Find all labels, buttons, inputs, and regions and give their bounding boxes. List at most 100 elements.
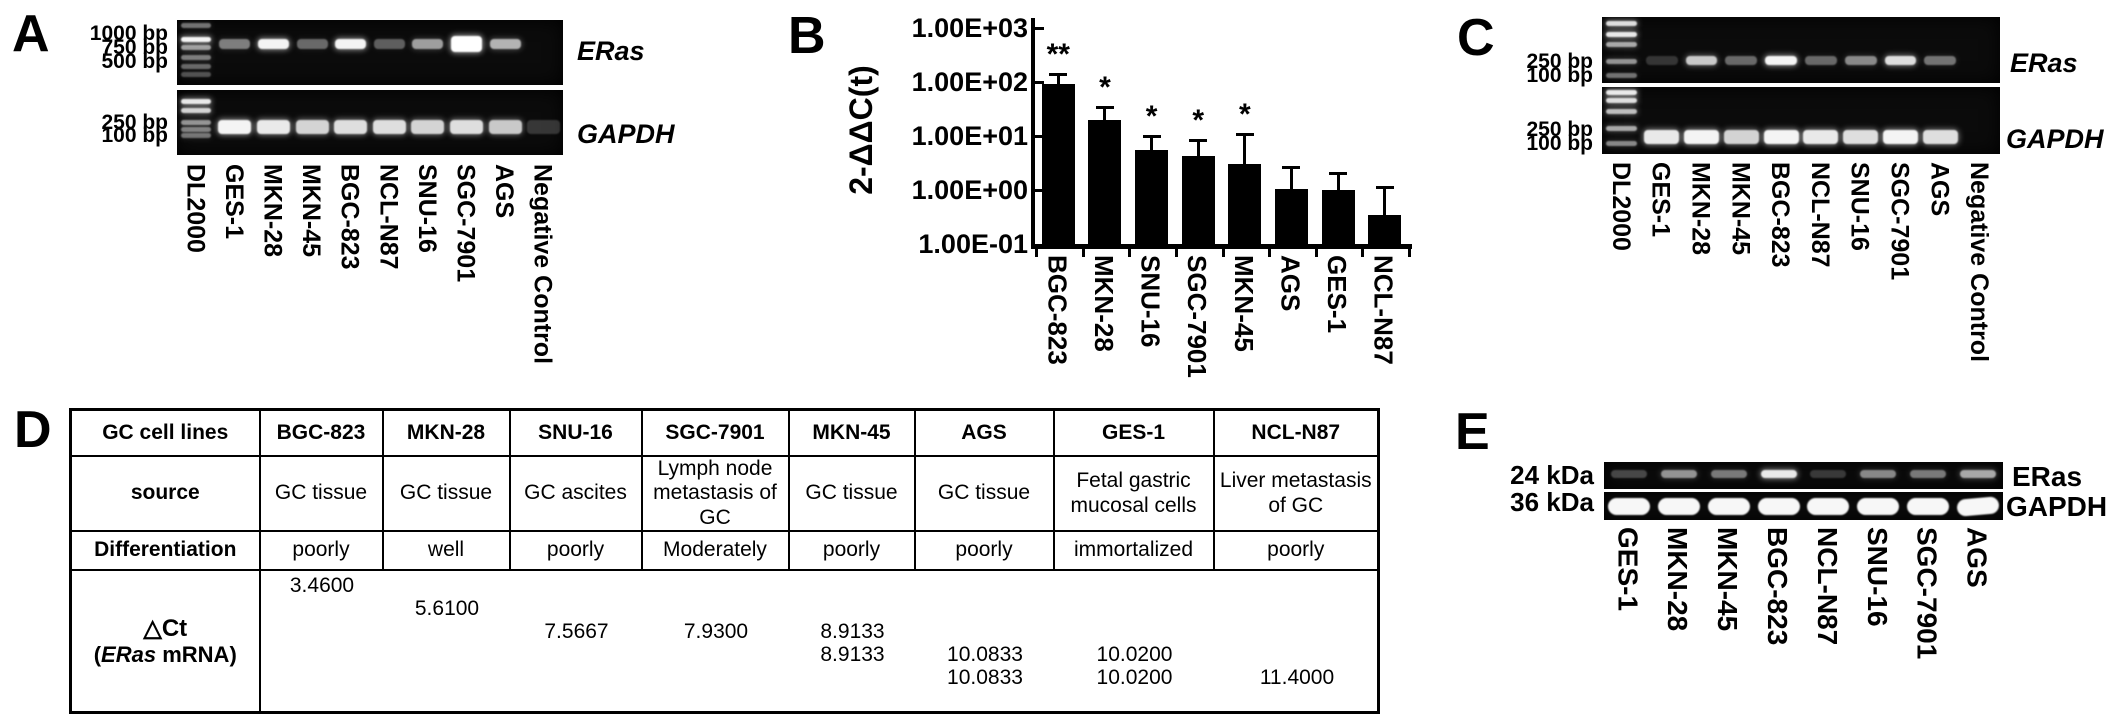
panel-d-letter: D: [14, 401, 52, 459]
lane-label: MKN-45: [1726, 162, 1755, 256]
error-bar: [1383, 186, 1387, 215]
dct-value: 10.0200: [1096, 666, 1173, 689]
gel-band: [258, 39, 289, 50]
y-tick: [1035, 81, 1044, 84]
lane-label: AGS: [490, 164, 519, 219]
lane-label: MKN-28: [1662, 527, 1694, 632]
significance-star: *: [1192, 103, 1205, 137]
dct-gene-name: ERas: [101, 642, 157, 668]
lane-label: Negative Control: [528, 164, 557, 365]
gel-band: [1922, 129, 1958, 144]
x-tick: [1268, 249, 1272, 257]
x-tick: [1221, 249, 1225, 257]
panel-b-letter: B: [788, 7, 826, 65]
x-category-label: SNU-16: [1135, 255, 1166, 348]
gel-band: [1803, 129, 1839, 144]
table-header-cell: NCL-N87: [1212, 408, 1380, 457]
panel-a-letter: A: [12, 5, 50, 63]
y-tick-label: 1.00E+00: [911, 175, 1028, 205]
panel-c-gapdh-gel-image: [1602, 87, 2000, 154]
panel-e-letter: E: [1455, 403, 1490, 461]
dct-values-area: 3.4600 5.6100 7.5667 7.9300 8.9133 8.9133 10.0…: [258, 569, 1380, 714]
y-tick-label: 1.00E+02: [911, 67, 1028, 97]
lane-label: AGS: [1961, 527, 1993, 588]
dct-value: 8.9133: [820, 643, 885, 666]
lane-label: BGC-823: [1761, 527, 1793, 646]
blot-band: [1907, 497, 1950, 515]
ladder-band: [1606, 141, 1638, 147]
error-bar-cap: [1235, 132, 1254, 136]
panel-c-eras-gene-label: ERas: [2010, 48, 2078, 78]
table-cell-source: GC tissue: [258, 455, 384, 532]
error-bar: [1196, 139, 1200, 156]
lane-label: Negative Control: [1965, 162, 1994, 363]
table-cell-differentiation: poorly: [1212, 530, 1380, 571]
gel-band: [295, 120, 329, 135]
marker-size-label: 100 bp: [101, 124, 168, 148]
table-cell-differentiation: immortalized: [1052, 530, 1215, 571]
error-bar: [1056, 74, 1060, 85]
gel-band: [1760, 470, 1797, 479]
ladder-band: [181, 44, 212, 50]
lane-label: SGC-7901: [451, 164, 480, 283]
error-bar-cap: [1375, 185, 1394, 189]
table-cell-source: GC tissue: [787, 455, 916, 532]
gel-band: [256, 120, 291, 135]
table-header-cell: MKN-45: [787, 408, 916, 457]
gel-band: [219, 39, 251, 50]
gel-band: [1660, 470, 1697, 479]
ladder-band: [181, 55, 212, 61]
table-header-cell: MKN-28: [381, 408, 511, 457]
dct-value: 10.0833: [947, 643, 1023, 666]
gel-band: [1910, 470, 1947, 479]
lane-label: GES-1: [1646, 162, 1675, 238]
table-header-cell: SNU-16: [508, 408, 643, 457]
x-tick: [1361, 249, 1365, 257]
ladder-band: [1606, 108, 1638, 114]
row-header-dct: △Ct (ERas mRNA): [69, 569, 261, 714]
ladder-band: [181, 22, 212, 28]
bar: [1368, 214, 1402, 244]
marker-size-label: 36 kDa: [1510, 486, 1594, 517]
x-tick: [1314, 249, 1318, 257]
dct-value: 7.5667: [544, 620, 609, 643]
gel-band: [1884, 56, 1917, 66]
lane-label: NCL-N87: [1811, 527, 1843, 646]
table-cell-source: GC tissue: [381, 455, 511, 532]
x-category-label: SGC-7901: [1182, 255, 1213, 378]
dct-value: 10.0833: [947, 666, 1023, 689]
dct-value: 8.9133: [820, 620, 885, 643]
marker-size-label: 100 bp: [1526, 132, 1593, 156]
marker-size-label: 250 bp: [101, 111, 168, 135]
ladder-band: [181, 64, 212, 70]
y-tick-label: 1.00E+03: [911, 13, 1028, 43]
gel-band: [1860, 470, 1897, 479]
x-tick: [1081, 249, 1085, 257]
lane-label: DL2000: [1606, 162, 1635, 251]
gel-band: [296, 39, 328, 50]
gel-band: [1763, 129, 1799, 144]
lane-label: MKN-28: [258, 164, 287, 258]
error-bar: [1336, 172, 1340, 190]
y-tick-label: 1.00E-01: [918, 229, 1028, 259]
lane-label: GES-1: [219, 164, 248, 240]
panel-c-eras-gel-image: [1602, 17, 2000, 83]
error-bar-cap: [1329, 171, 1348, 175]
table-cell-source: Lymph node metastasis of GC: [640, 455, 790, 532]
lane-label: BGC-823: [335, 164, 364, 270]
lane-label: NCL-N87: [374, 164, 403, 270]
x-tick: [1128, 249, 1132, 257]
ladder-band: [1606, 97, 1638, 103]
gel-band: [1710, 470, 1747, 479]
panel-e-gapdh-protein-label: GAPDH: [2006, 491, 2108, 522]
ladder-band: [181, 126, 212, 132]
marker-size-label: 100 bp: [1526, 64, 1593, 88]
x-tick: [1174, 249, 1178, 257]
panel-a-gapdh-gel-image: [177, 90, 563, 155]
panel-a-eras-gel-image: [177, 20, 563, 85]
x-category-label: NCL-N87: [1368, 255, 1399, 365]
gel-band: [1645, 56, 1678, 66]
bar: [1135, 150, 1169, 244]
x-category-label: MKN-28: [1088, 255, 1119, 352]
table-cell-differentiation: poorly: [508, 530, 643, 571]
